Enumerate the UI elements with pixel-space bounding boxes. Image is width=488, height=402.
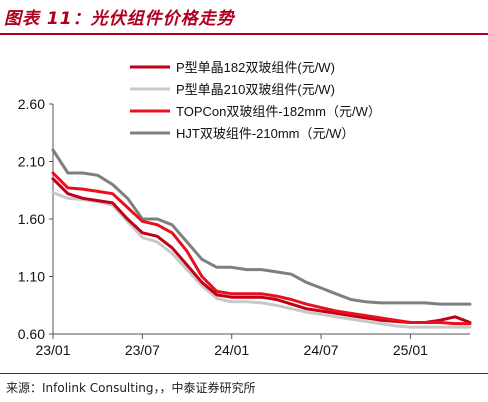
x-tick-label: 23/07: [125, 342, 160, 358]
source-note: 来源：Infolink Consulting，，中泰证券研究所: [6, 381, 256, 395]
chart-axes: 0.60 1.10 1.60 2.10 2.60 23/01 23/07 24/01 24/07…: [18, 96, 470, 358]
y-tick-label: 1.10: [18, 269, 45, 285]
title-divider: [0, 33, 488, 35]
source-divider: [0, 373, 488, 374]
x-tick-label: 23/01: [35, 342, 70, 358]
series-line-2: [51, 171, 472, 326]
legend-label-2: TOPCon双玻组件-182mm（元/W）: [176, 104, 381, 119]
y-tick-label: 2.60: [18, 96, 45, 112]
series-line-0: [51, 177, 472, 324]
x-tick-label: 24/07: [304, 342, 339, 358]
chart-legend: P型单晶182双玻组件(元/W) P型单晶210双玻组件(元/W) TOPCon双玻…: [130, 60, 381, 141]
y-tick-label: 1.60: [18, 211, 45, 227]
series-line-3: [51, 148, 472, 306]
legend-label-0: P型单晶182双玻组件(元/W): [176, 60, 335, 75]
figure-title: 图表 11：光伏组件价格走势: [4, 9, 235, 29]
series-line-1: [51, 191, 472, 329]
x-tick-label: 24/01: [214, 342, 249, 358]
legend-label-1: P型单晶210双玻组件(元/W): [176, 82, 335, 97]
y-tick-label: 2.10: [18, 154, 45, 170]
y-tick-label: 0.60: [18, 326, 45, 342]
x-tick-label: 25/01: [393, 342, 428, 358]
legend-label-3: HJT双玻组件-210mm（元/W）: [176, 126, 354, 141]
chart-series: [51, 148, 472, 329]
price-line-chart: 0.60 1.10 1.60 2.10 2.60 23/01 23/07 24/01 24/07…: [18, 60, 472, 358]
